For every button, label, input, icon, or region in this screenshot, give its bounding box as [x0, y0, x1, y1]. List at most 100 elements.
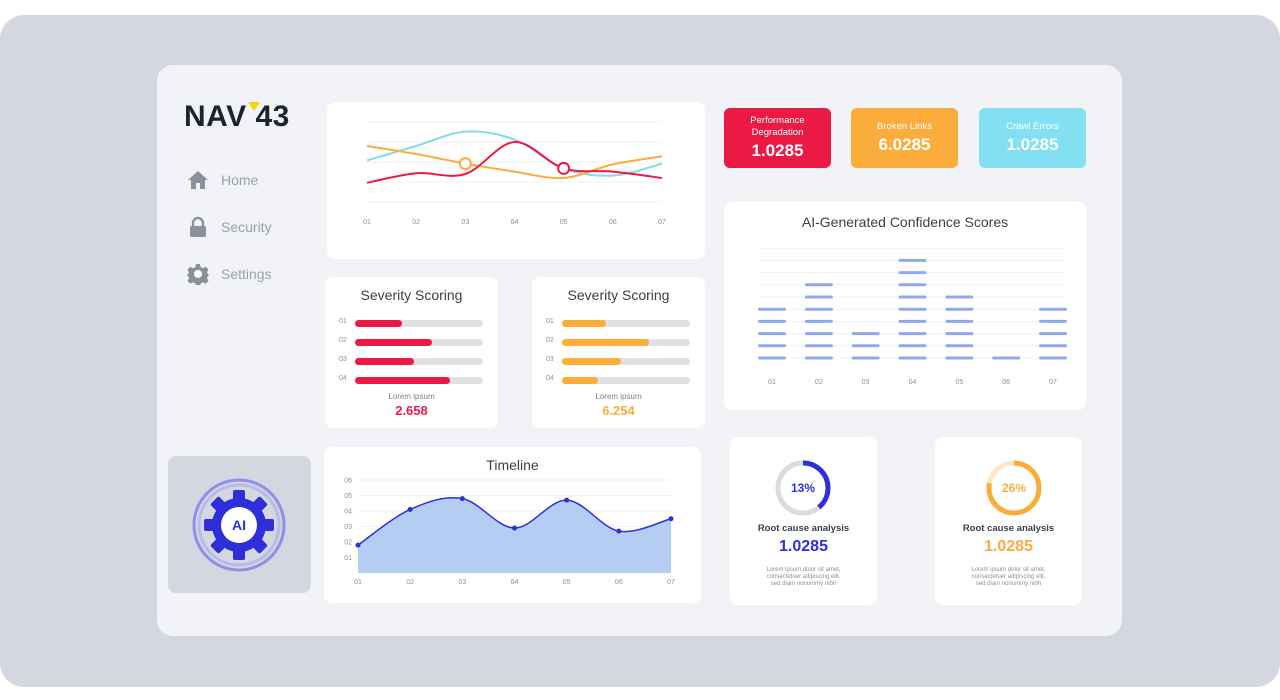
- bar-segment: [804, 344, 833, 348]
- kpi-performance-degradation[interactable]: Performance Degradation 1.0285: [724, 108, 831, 168]
- ring-percent: 26%: [1002, 481, 1026, 495]
- data-point[interactable]: [355, 542, 361, 548]
- bar-segment: [898, 283, 927, 287]
- bar-segment: [898, 356, 927, 360]
- logo[interactable]: NAV 43: [184, 100, 290, 133]
- timeline-card: Timeline 01 02 03 04 05 06 01 02 03 04 05 06 07: [324, 447, 701, 603]
- sidebar-item-security[interactable]: Security: [186, 215, 272, 239]
- severity-card: Severity Scoring 01 02 03 04 Lorem ipsum…: [325, 277, 498, 428]
- logo-mark-icon: [248, 102, 260, 111]
- severity-bar: [355, 339, 432, 346]
- confidence-bar[interactable]: [804, 283, 833, 360]
- ai-badge-card[interactable]: AI: [168, 456, 311, 593]
- row-label: 02: [339, 337, 347, 344]
- bar-segment: [945, 295, 974, 299]
- confidence-bar[interactable]: [945, 295, 974, 360]
- highlight-point[interactable]: [557, 161, 571, 175]
- progress-ring: 26%: [986, 460, 1042, 516]
- severity-caption: Lorem ipsum: [595, 392, 642, 401]
- severity-row: 03: [546, 356, 691, 365]
- lock-icon: [186, 215, 210, 239]
- bar-segment: [804, 295, 833, 299]
- bar-segment: [945, 307, 974, 311]
- kpi-value: 1.0285: [1006, 135, 1059, 154]
- severity-bar: [562, 339, 650, 346]
- severity-caption: Lorem ipsum: [388, 392, 435, 401]
- kpi-title: Broken Links: [877, 121, 932, 132]
- x-tick-label: 01: [363, 219, 371, 226]
- confidence-card: AI-Generated Confidence Scores 01 02 03 04 0…: [724, 202, 1086, 410]
- severity-card: Severity Scoring 01 02 03 04 Lorem ipsum…: [532, 277, 705, 428]
- bar-segment: [758, 319, 786, 323]
- severity-bar: [355, 358, 414, 365]
- severity-row: 04: [546, 375, 691, 384]
- confidence-bar[interactable]: [898, 258, 927, 360]
- confidence-bar[interactable]: [1039, 307, 1067, 360]
- sidebar-item-label: Security: [221, 219, 272, 235]
- x-tick-label: 05: [563, 579, 571, 586]
- x-tick-label: 05: [560, 219, 568, 226]
- root-cause-card[interactable]: 26% Root cause analysis 1.0285 Lorem ips…: [935, 437, 1082, 605]
- bar-segment: [1039, 344, 1067, 348]
- severity-bar: [355, 377, 450, 384]
- kpi-title: Performance Degradation: [750, 115, 805, 138]
- card-title: Timeline: [486, 457, 539, 473]
- line-chart: 01 02 03 04 05 06 07: [363, 121, 666, 226]
- bar-segment: [804, 356, 833, 360]
- root-cause-desc: Lorem ipsum dolor sit amet, consectetuer…: [766, 567, 841, 587]
- x-tick-label: 03: [461, 219, 469, 226]
- bar-segment: [898, 307, 927, 311]
- severity-bar: [562, 320, 606, 327]
- bar-segment: [804, 307, 833, 311]
- bar-segment: [1039, 332, 1067, 336]
- confidence-bar[interactable]: [851, 332, 880, 360]
- severity-value: 6.254: [602, 403, 635, 418]
- bar-segment: [1039, 356, 1067, 360]
- sidebar-item-label: Settings: [221, 266, 272, 282]
- data-point[interactable]: [668, 516, 674, 522]
- data-point[interactable]: [616, 528, 622, 534]
- data-point[interactable]: [459, 496, 465, 502]
- severity-bar: [562, 377, 598, 384]
- kpi-crawl-errors[interactable]: Crawl Errors 1.0285: [979, 108, 1086, 168]
- data-point[interactable]: [512, 525, 517, 531]
- sidebar-item-home[interactable]: Home: [186, 168, 258, 192]
- severity-row: 01: [339, 318, 484, 327]
- severity-row: 01: [546, 318, 691, 327]
- row-label: 04: [546, 375, 554, 382]
- bar-segment: [758, 332, 786, 336]
- x-tick-label: 04: [909, 379, 917, 386]
- x-tick-label: 02: [412, 219, 420, 226]
- bar-segment: [758, 344, 786, 348]
- bar-segment: [898, 258, 927, 262]
- row-label: 04: [339, 375, 347, 382]
- data-point[interactable]: [564, 497, 570, 503]
- bar-segment: [898, 295, 927, 299]
- x-tick-label: 03: [862, 379, 870, 386]
- area-fill: [358, 497, 671, 573]
- confidence-bar[interactable]: [758, 307, 786, 360]
- root-cause-card[interactable]: 13% Root cause analysis 1.0285 Lorem ips…: [730, 437, 877, 605]
- row-label: 03: [339, 356, 347, 363]
- line-chart-card: 01 02 03 04 05 06 07: [327, 102, 705, 259]
- y-tick-label: 01: [344, 555, 352, 562]
- sidebar-item-settings[interactable]: Settings: [186, 262, 272, 286]
- confidence-bar[interactable]: [992, 356, 1021, 360]
- kpi-broken-links[interactable]: Broken Links 6.0285: [851, 108, 958, 168]
- row-label: 03: [546, 356, 554, 363]
- bar-segment: [945, 356, 974, 360]
- row-label: 01: [339, 318, 347, 325]
- bar-segment: [945, 319, 974, 323]
- card-title: AI-Generated Confidence Scores: [801, 214, 1009, 230]
- data-point[interactable]: [407, 506, 413, 512]
- confidence-chart: 01 02 03 04 05 06 07: [758, 247, 1067, 386]
- bar-segment: [804, 319, 833, 323]
- severity-row: 02: [339, 337, 484, 346]
- highlight-point[interactable]: [458, 157, 472, 171]
- ring-percent: 13%: [791, 481, 815, 495]
- kpi-value: 1.0285: [751, 141, 804, 160]
- card-title: Severity Scoring: [360, 287, 463, 303]
- series-line: [366, 145, 663, 180]
- severity-bar: [355, 320, 403, 327]
- x-tick-label: 06: [609, 219, 617, 226]
